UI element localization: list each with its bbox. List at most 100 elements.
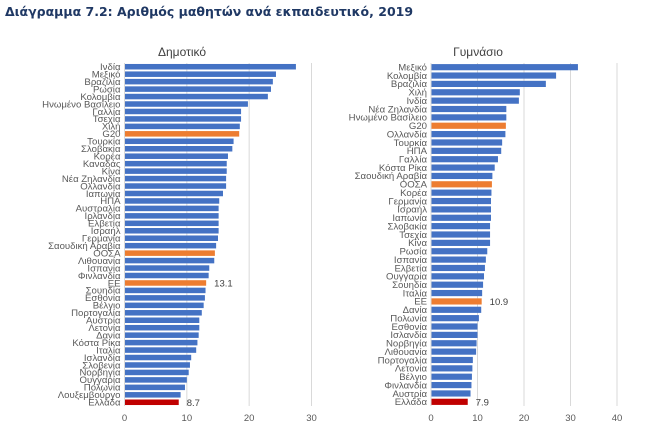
bar [431,131,506,138]
category-label: Ισλανδία [390,330,427,341]
category-label: Τσεχία [399,230,427,241]
category-label: Αυστρία [393,389,428,400]
bar [125,369,189,376]
category-label: Κόστα Ρίκα [72,338,121,349]
bar [125,354,192,361]
bar [431,114,507,121]
bar [125,317,200,324]
bar [431,264,485,272]
bar [125,153,228,159]
bar [125,362,190,368]
bar [125,250,215,256]
bar [431,206,491,213]
bar [431,197,491,205]
bar [431,223,491,230]
bar [125,108,242,115]
category-label: Σουηδία [86,286,121,297]
bar [125,138,234,145]
bar [125,287,206,294]
bar [431,381,472,389]
bar [431,156,498,163]
bar [431,64,578,71]
category-label: Κολομβία [387,71,428,82]
bar [125,280,207,286]
bar [125,168,227,174]
category-label: Κόστα Ρίκα [379,163,428,174]
bar [431,164,495,171]
category-label: Ισραήλ [91,226,121,237]
category-label: Νέα Ζηλανδία [62,174,121,185]
chart-lower-secondary-title: Γυμνάσιο [453,45,503,59]
category-label: Πολωνία [390,313,427,324]
bar [125,71,276,77]
bar [125,190,223,197]
category-label: Φινλανδία [384,380,427,391]
category-label: Ινδία [100,62,121,73]
bar [125,198,220,204]
bar [431,256,486,263]
bar [125,116,242,122]
bar [431,189,492,196]
bar [431,248,488,255]
bar [125,93,268,100]
bar [431,97,519,104]
bar [125,160,227,167]
category-label: Τουρκία [394,138,428,149]
bar [125,86,271,92]
bar [125,175,227,182]
category-label: Βραζιλία [391,79,428,90]
bar [431,356,473,364]
category-label: Ισπανία [87,263,121,274]
category-label: Ισραήλ [397,205,427,216]
x-tick-label: 30 [565,413,576,424]
category-label: Δανία [403,305,428,316]
category-label: Ιταλία [403,288,428,299]
category-label: Αυστρία [86,316,121,327]
bar [431,273,485,280]
bar [125,63,296,70]
category-label: Σαουδική Αραβία [355,171,428,182]
category-label: Κορέα [400,188,427,199]
bar [431,315,479,322]
category-label: Βέλγιο [93,301,121,312]
bar [125,324,200,331]
x-tick-label: 10 [472,413,483,424]
bar [431,139,503,146]
bar [431,323,478,330]
bar [431,348,477,355]
bar [125,257,215,264]
bar [431,281,484,288]
category-label: Τουρκία [87,137,121,148]
category-label: ΟΟΣΑ [400,180,428,191]
category-label: Λουξεμβούργο [58,390,121,401]
bar [125,228,219,234]
category-label: Ελλάδα [88,398,121,409]
bar [125,310,202,316]
x-tick-label: 0 [428,413,433,424]
category-label: Λετονία [395,364,428,375]
category-label: Νορβηγία [79,368,121,379]
category-label: Σλοβακία [81,144,121,155]
category-label: Ολλανδία [387,129,428,140]
bar [125,265,210,271]
bar [431,214,491,221]
figure-title: Διάγραμμα 7.2: Αριθμός μαθητών ανά εκπαι… [5,4,414,19]
bar [431,231,491,238]
bar [431,373,472,380]
bar [431,239,491,246]
bar [431,181,492,188]
x-tick-label: 10 [182,413,193,424]
category-label: Ουγγαρία [80,375,121,386]
data-label: 7.9 [476,397,489,408]
bar [125,272,209,279]
category-label: Νέα Ζηλανδία [368,104,427,115]
category-label: ΗΠΑ [407,146,428,157]
x-tick-label: 40 [612,413,623,424]
category-label: Λιθουανία [385,347,428,358]
category-label: Βραζιλία [84,77,121,88]
category-label: Αυστραλία [76,204,121,215]
category-label: Κίνα [408,238,427,249]
bar [125,78,273,85]
bar [125,339,198,346]
